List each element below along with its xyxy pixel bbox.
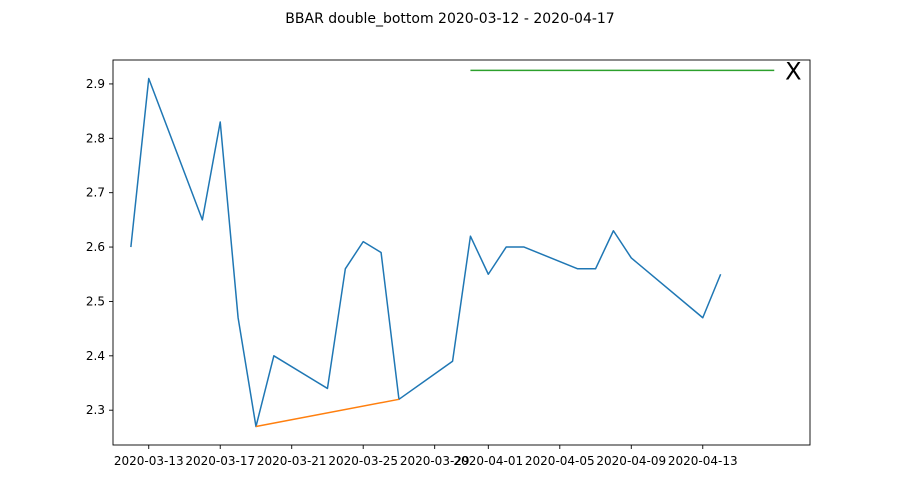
x-tick-label: 2020-04-09 [596, 454, 666, 468]
y-tick-label: 2.6 [86, 240, 105, 254]
x-tick-label: 2020-04-01 [453, 454, 523, 468]
x-tick-label: 2020-03-17 [185, 454, 255, 468]
series-line-2 [255, 398, 400, 428]
x-tick-label: 2020-03-21 [257, 454, 327, 468]
y-tick-label: 2.3 [86, 403, 105, 417]
y-tick-label: 2.8 [86, 131, 105, 145]
annotation-marker: X [785, 57, 801, 85]
y-tick-label: 2.5 [86, 294, 105, 308]
plot-series-group: X [130, 57, 802, 428]
plot-frame [112, 59, 811, 446]
x-tick-label: 2020-04-05 [525, 454, 595, 468]
x-tick-label: 2020-03-25 [328, 454, 398, 468]
y-tick-label: 2.9 [86, 77, 105, 91]
x-tick-label: 2020-03-13 [114, 454, 184, 468]
x-tick-label: 2020-04-13 [668, 454, 738, 468]
chart-title: BBAR double_bottom 2020-03-12 - 2020-04-… [285, 11, 614, 27]
y-tick-label: 2.7 [86, 186, 105, 200]
y-tick-label: 2.4 [86, 349, 105, 363]
plot-axes-group: 2020-03-13 2020-03-17 2020-03-21 2020-03-25… [86, 59, 811, 468]
x-tick-label: 2020-03-29 [400, 454, 470, 468]
